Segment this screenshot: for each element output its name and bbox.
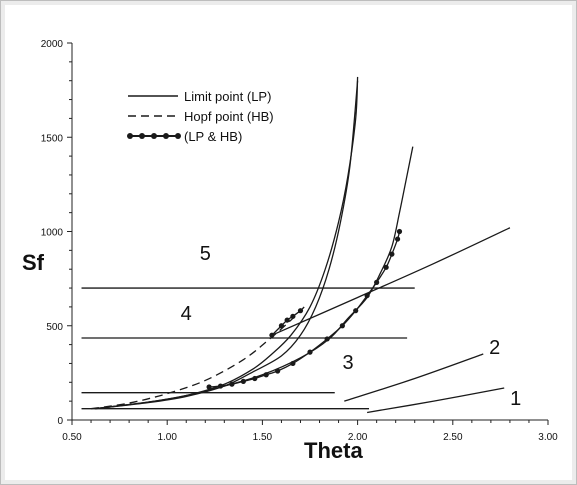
series-solid-dots-line: [209, 231, 401, 388]
series-data-point: [307, 349, 313, 355]
y-tick-label: 0: [57, 416, 63, 427]
series-data-point: [383, 264, 389, 270]
series-data-point: [229, 381, 235, 387]
legend-label: Limit point (LP): [184, 89, 271, 104]
series-data-point: [240, 378, 246, 384]
x-tick-label: 0.50: [62, 432, 82, 443]
y-tick-label: 500: [46, 322, 63, 333]
x-tick-label: 1.00: [157, 432, 177, 443]
series-data-point: [278, 323, 285, 329]
region-labels: 5 4 3 2 1: [181, 243, 522, 410]
region-label-5: 5: [200, 243, 211, 265]
y-axis-title: Sf: [22, 250, 45, 275]
series-data-point: [396, 228, 403, 235]
series-solid-line: [94, 76, 359, 410]
series-data-point: [290, 360, 296, 367]
legend-marker: [127, 133, 133, 139]
series-data-point: [252, 375, 258, 382]
series-data-point: [339, 323, 345, 329]
series-data-point: [353, 308, 359, 314]
series-solid-dots-line: [271, 310, 301, 336]
y-tick-label: 1000: [41, 228, 64, 239]
series-data-point: [297, 308, 304, 314]
legend-marker: [151, 133, 157, 139]
region-label-2: 2: [489, 337, 500, 359]
series-data-point: [389, 251, 395, 257]
series-data-point: [263, 372, 269, 378]
series-data-point: [206, 384, 212, 390]
legend-marker: [163, 133, 169, 139]
series-solid-line: [344, 353, 484, 402]
x-tick-label: 2.50: [443, 432, 463, 443]
x-axis-title: Theta: [304, 438, 363, 463]
series-solid-line: [94, 146, 414, 410]
axes: 0.50 1.00 1.50 2.00 2.50 3.00 0 500 1000 1500 2000: [41, 39, 558, 443]
series-data-point: [394, 236, 401, 242]
series-data-point: [217, 383, 224, 389]
legend-marker: [139, 133, 145, 139]
series-solid-line: [94, 80, 359, 410]
series-group: [81, 76, 511, 414]
series-data-point: [374, 279, 380, 285]
legend-label: (LP & HB): [184, 129, 242, 144]
series-data-point: [284, 317, 290, 323]
series-solid-line: [271, 227, 511, 336]
series-data-point: [290, 313, 296, 319]
x-tick-label: 3.00: [538, 432, 558, 443]
region-label-3: 3: [343, 352, 354, 374]
region-label-1: 1: [510, 388, 521, 410]
legend-marker: [175, 133, 181, 139]
series-dashed-line: [90, 306, 305, 410]
series-data-point: [275, 368, 281, 374]
series-data-point: [324, 336, 330, 342]
series-solid-line: [367, 387, 505, 414]
legend: Limit point (LP) Hopf point (HB) (LP & HB): [127, 89, 274, 144]
y-tick-label: 1500: [41, 133, 64, 144]
x-tick-label: 2.00: [348, 432, 368, 443]
legend-label: Hopf point (HB): [184, 109, 274, 124]
y-tick-label: 2000: [41, 39, 64, 50]
x-tick-label: 1.50: [253, 432, 273, 443]
region-label-4: 4: [181, 303, 192, 325]
